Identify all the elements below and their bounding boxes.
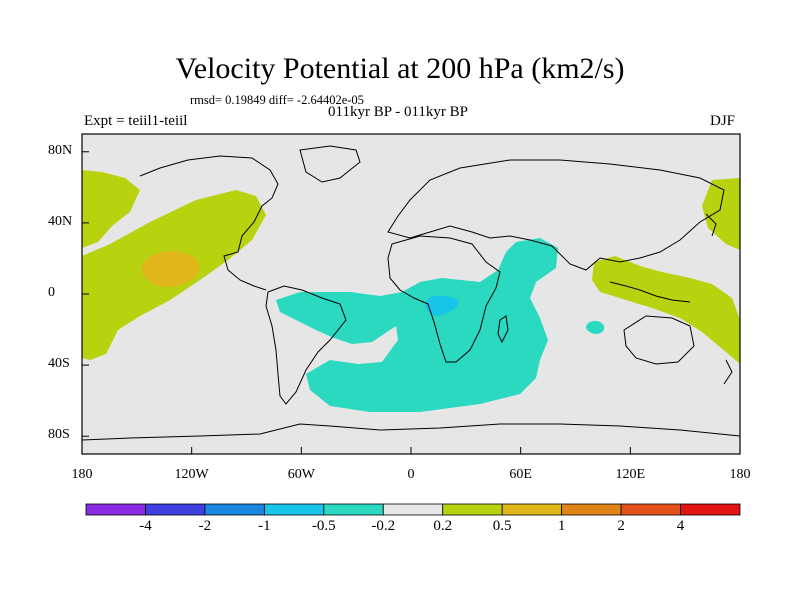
colorbar-label: 1 [557, 518, 566, 534]
colorbar-swatch [561, 503, 622, 516]
coast-africa [387, 235, 501, 363]
positive-region-east-asia [702, 178, 740, 250]
experiment-label: Expt = teiil1-teiil [84, 113, 188, 129]
colorbar-swatch [263, 503, 325, 516]
x-tick-label: 60E [509, 467, 532, 482]
season-label: DJF [710, 113, 736, 129]
colorbar-label: -0.5 [311, 518, 336, 534]
axis-ticks [81, 151, 741, 454]
colorbar-label: 2 [617, 518, 625, 534]
x-tick-label: 120W [174, 467, 209, 482]
colorbar-swatch [501, 503, 563, 516]
x-tick-label: 180 [729, 467, 751, 482]
coast-south-america [265, 285, 347, 405]
y-tick-label: 40S [48, 356, 70, 372]
coastlines [82, 145, 740, 441]
x-tick-label: 0 [407, 467, 415, 482]
stats-text: rmsd= 0.19849 diff= -2.64402e-05 [190, 93, 364, 107]
colorbar-swatch [382, 503, 444, 516]
colorbar-label: -2 [198, 518, 212, 534]
colorbar-label: -4 [139, 518, 152, 534]
colorbar-label: 0.5 [492, 518, 512, 534]
positive-region-pacific-north [82, 170, 140, 248]
y-tick-label: 40N [48, 213, 73, 229]
colorbar-swatch [620, 503, 681, 516]
colorbar [85, 503, 741, 516]
x-tick-label: 60W [287, 467, 315, 482]
colorbar-label: 4 [676, 518, 685, 534]
negative-region-indian-ocean [586, 320, 605, 334]
negative-core-africa [425, 295, 459, 316]
coast-australia [623, 315, 695, 365]
coast-antarctica [82, 423, 740, 441]
y-tick-label: 80N [48, 142, 73, 158]
coast-new-zealand [723, 359, 733, 385]
map-subtitle: 011kyr BP - 011kyr BP [328, 104, 469, 120]
colorbar-swatch [442, 503, 503, 516]
positive-region-west-pacific [592, 256, 740, 364]
coast-greenland [299, 145, 361, 183]
y-tick-label: 0 [48, 285, 55, 300]
coast-eurasia [387, 159, 725, 271]
coast-japan [705, 213, 717, 237]
colorbar-label: -1 [258, 518, 271, 534]
x-tick-label: 120E [615, 467, 646, 482]
positive-core-pacific [141, 251, 200, 288]
map-plot-area [82, 134, 740, 454]
x-tick-label: 180 [71, 467, 93, 482]
map-title: Velocity Potential at 200 hPa (km2/s) [175, 52, 625, 85]
colorbar-swatch [85, 503, 146, 516]
y-tick-label: 80S [48, 427, 70, 443]
negative-region-atlantic-africa [276, 238, 558, 412]
colorbar-swatch [323, 503, 384, 516]
colorbar-label: 0.2 [433, 518, 453, 534]
coast-madagascar [497, 315, 509, 344]
coast-maritime-continent [609, 281, 691, 303]
colorbar-swatch [680, 503, 741, 516]
colorbar-swatch [204, 503, 265, 516]
colorbar-swatch [145, 503, 206, 516]
colorbar-label: -0.2 [371, 518, 396, 534]
coast-north-america [139, 155, 279, 291]
